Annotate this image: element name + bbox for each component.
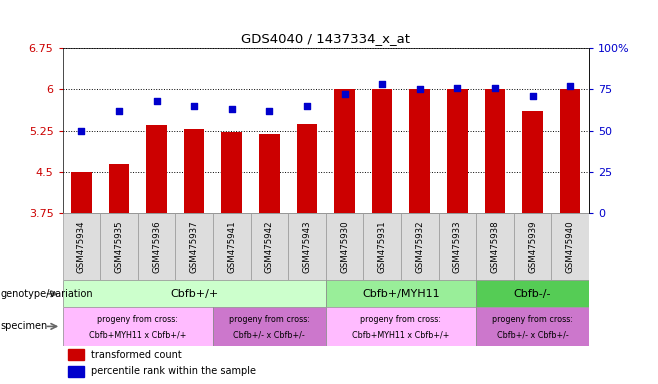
Bar <box>514 213 551 280</box>
Bar <box>68 349 84 360</box>
Text: GSM475935: GSM475935 <box>114 220 124 273</box>
Point <box>565 83 575 89</box>
Bar <box>71 172 91 213</box>
Bar <box>109 164 129 213</box>
Bar <box>401 213 438 280</box>
Bar <box>551 213 589 280</box>
Bar <box>63 280 326 307</box>
Text: genotype/variation: genotype/variation <box>1 289 93 299</box>
Text: GSM475934: GSM475934 <box>77 220 86 273</box>
Bar <box>476 307 589 346</box>
Bar <box>100 213 138 280</box>
Text: Cbfb+MYH11 x Cbfb+/+: Cbfb+MYH11 x Cbfb+/+ <box>352 330 449 339</box>
Point <box>452 84 463 91</box>
Bar <box>326 213 363 280</box>
Point <box>151 98 162 104</box>
Bar <box>221 132 242 213</box>
Bar <box>68 366 84 377</box>
Text: Cbfb+/- x Cbfb+/-: Cbfb+/- x Cbfb+/- <box>497 330 569 339</box>
Bar <box>326 280 476 307</box>
Text: GSM475941: GSM475941 <box>227 220 236 273</box>
Bar <box>146 125 167 213</box>
Point <box>527 93 538 99</box>
Bar <box>372 89 392 213</box>
Text: progeny from cross:: progeny from cross: <box>361 315 442 324</box>
Text: specimen: specimen <box>1 321 48 331</box>
Text: transformed count: transformed count <box>91 349 182 359</box>
Bar <box>522 111 543 213</box>
Bar <box>484 89 505 213</box>
Text: Cbfb+/MYH11: Cbfb+/MYH11 <box>362 289 440 299</box>
Point <box>189 103 199 109</box>
Text: GSM475932: GSM475932 <box>415 220 424 273</box>
Text: GSM475930: GSM475930 <box>340 220 349 273</box>
Point <box>415 86 425 92</box>
Text: Cbfb+MYH11 x Cbfb+/+: Cbfb+MYH11 x Cbfb+/+ <box>89 330 186 339</box>
Bar <box>447 89 468 213</box>
Text: percentile rank within the sample: percentile rank within the sample <box>91 366 257 376</box>
Text: GSM475936: GSM475936 <box>152 220 161 273</box>
Bar <box>476 213 514 280</box>
Bar <box>184 129 205 213</box>
Point <box>76 127 87 134</box>
Text: progeny from cross:: progeny from cross: <box>97 315 178 324</box>
Text: Cbfb+/+: Cbfb+/+ <box>170 289 218 299</box>
Point <box>301 103 312 109</box>
Point <box>340 91 350 97</box>
Text: GSM475931: GSM475931 <box>378 220 387 273</box>
Text: GSM475938: GSM475938 <box>490 220 499 273</box>
Point <box>377 81 388 88</box>
Bar <box>138 213 175 280</box>
Text: GSM475942: GSM475942 <box>265 220 274 273</box>
Bar <box>251 213 288 280</box>
Text: Cbfb+/- x Cbfb+/-: Cbfb+/- x Cbfb+/- <box>234 330 305 339</box>
Bar <box>476 280 589 307</box>
Text: GSM475940: GSM475940 <box>566 220 574 273</box>
Text: GSM475937: GSM475937 <box>190 220 199 273</box>
Bar <box>288 213 326 280</box>
Text: progeny from cross:: progeny from cross: <box>492 315 573 324</box>
Point <box>226 106 237 112</box>
Text: GSM475939: GSM475939 <box>528 220 537 273</box>
Text: progeny from cross:: progeny from cross: <box>229 315 310 324</box>
Point <box>114 108 124 114</box>
Bar <box>175 213 213 280</box>
Text: Cbfb-/-: Cbfb-/- <box>514 289 551 299</box>
Text: GSM475943: GSM475943 <box>303 220 311 273</box>
Bar <box>63 213 100 280</box>
Title: GDS4040 / 1437334_x_at: GDS4040 / 1437334_x_at <box>241 32 410 45</box>
Bar <box>213 213 251 280</box>
Point <box>264 108 274 114</box>
Bar <box>213 307 326 346</box>
Bar <box>438 213 476 280</box>
Bar <box>560 89 580 213</box>
Bar <box>326 307 476 346</box>
Text: GSM475933: GSM475933 <box>453 220 462 273</box>
Bar <box>63 307 213 346</box>
Bar <box>259 134 280 213</box>
Bar <box>334 89 355 213</box>
Point <box>490 84 500 91</box>
Bar <box>297 124 317 213</box>
Bar <box>363 213 401 280</box>
Bar <box>409 89 430 213</box>
